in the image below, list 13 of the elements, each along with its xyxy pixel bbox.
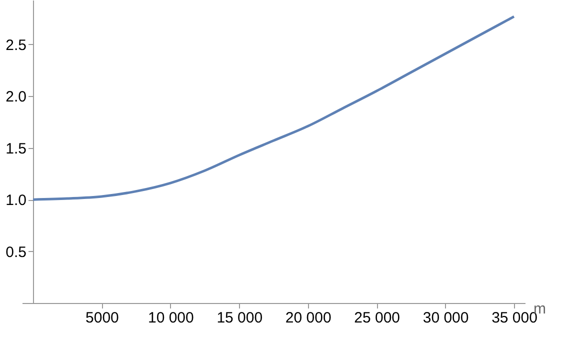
x-tick-label: 35 000 [492, 310, 538, 326]
y-tick-label: 0.5 [6, 244, 26, 261]
x-tick-label: 15 000 [216, 310, 263, 326]
y-tick-label: 2.5 [6, 36, 26, 54]
x-tick-label: 5000 [86, 310, 119, 326]
y-tick-label: 1.5 [6, 140, 26, 158]
x-tick-label: 20 000 [285, 310, 332, 326]
y-tick-label: 1.0 [6, 192, 26, 210]
y-tick-label: 2.0 [6, 88, 26, 106]
x-tick-label: 25 000 [354, 310, 400, 326]
x-tick-label: 10 000 [148, 310, 194, 326]
line-series [32, 15, 516, 201]
x-tick-label: 30 000 [422, 310, 469, 326]
